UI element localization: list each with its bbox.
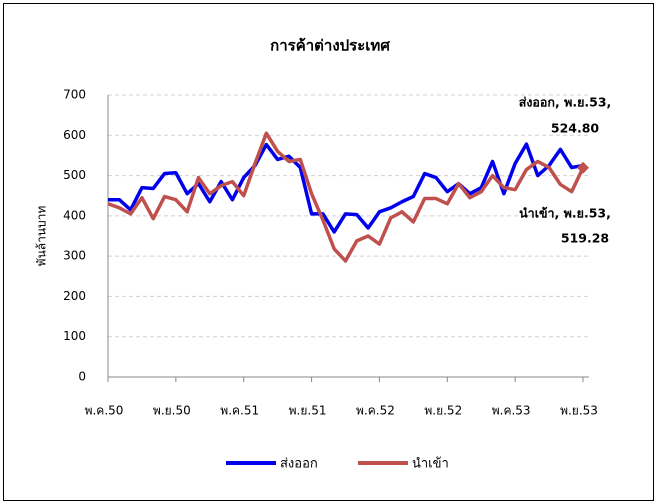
x-tick-label: พ.ค.52 (356, 404, 395, 418)
x-tick-label: พ.ย.50 (153, 404, 191, 418)
end-marker (577, 161, 589, 174)
annotation: ส่งออก, พ.ย.53, (519, 95, 612, 110)
y-tick-label: 200 (63, 289, 86, 303)
annotation: 519.28 (561, 231, 609, 246)
annotation: 524.80 (551, 121, 600, 136)
chart-title: การค้าต่างประเทศ (270, 37, 390, 55)
chart-border (3, 3, 654, 501)
x-tick-label: พ.ค.51 (220, 404, 259, 418)
x-tick-label: พ.ย.51 (289, 404, 327, 418)
x-tick-label: พ.ค.53 (492, 404, 531, 418)
y-tick-label: 0 (78, 370, 86, 384)
legend-label: นำเข้า (412, 457, 449, 472)
y-axis-label: พันล้านบาท (35, 206, 49, 267)
series-line (107, 131, 585, 263)
series-line (108, 142, 584, 234)
annotation: นำเข้า, พ.ย.53, (519, 206, 611, 221)
y-tick-label: 300 (63, 249, 86, 263)
y-tick-label: 400 (63, 208, 86, 222)
x-tick-label: พ.ค.50 (85, 404, 124, 418)
y-tick-label: 500 (63, 168, 86, 182)
y-tick-label: 700 (63, 88, 86, 102)
y-tick-label: 600 (63, 128, 86, 142)
y-tick-label: 100 (63, 329, 86, 343)
x-tick-label: พ.ย.52 (424, 404, 462, 418)
legend-label: ส่งออก (280, 457, 318, 472)
x-tick-label: พ.ย.53 (560, 404, 598, 418)
